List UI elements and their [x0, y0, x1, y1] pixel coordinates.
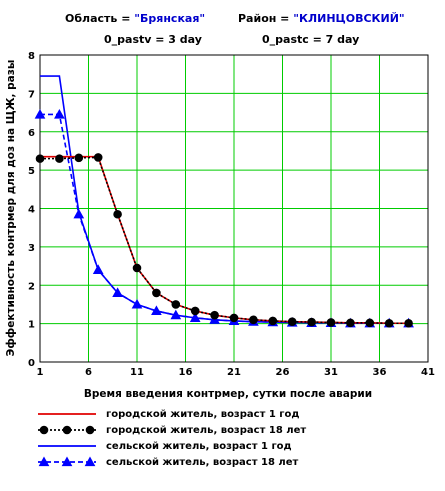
data-point	[170, 309, 182, 320]
data-point	[365, 318, 375, 328]
region-label: Область =	[65, 12, 131, 25]
x-tick-label: 6	[85, 367, 92, 378]
legend-symbol-0	[38, 413, 96, 415]
x-axis-label: Время введения контрмер, сутки после ава…	[84, 388, 372, 400]
data-point	[384, 318, 394, 328]
data-point	[151, 305, 162, 316]
region-header: Область = "Брянская"	[65, 12, 205, 25]
district-header: Район = "КЛИНЦОВСКИЙ"	[238, 12, 405, 25]
data-point	[55, 154, 64, 163]
data-point	[74, 153, 84, 163]
plot-frame	[39, 54, 429, 363]
legend-label-2: сельской житель, возраст 1 год	[106, 440, 292, 452]
data-point	[112, 287, 123, 298]
legend-symbol-1	[38, 425, 96, 435]
series-line-1	[40, 156, 409, 325]
y-tick-label: 5	[28, 166, 35, 177]
y-tick-label: 0	[28, 358, 35, 369]
series-group	[34, 75, 414, 328]
legend-label-1: городской житель, возраст 18 лет	[106, 424, 307, 436]
x-tick-label: 41	[421, 367, 435, 378]
data-point	[92, 264, 104, 274]
legend-marker	[38, 456, 50, 467]
data-point	[93, 153, 103, 162]
district-value: "КЛИНЦОВСКИЙ"	[293, 12, 405, 25]
district-label: Район =	[238, 12, 290, 25]
data-point	[346, 318, 355, 328]
y-tick-label: 7	[28, 89, 35, 100]
legend-label-3: сельской житель, возраст 18 лет	[106, 456, 299, 468]
x-tick-label: 26	[276, 367, 290, 378]
y-tick-label: 4	[28, 205, 35, 216]
y-tick-label: 1	[28, 320, 35, 331]
legend-marker	[84, 456, 96, 467]
legend-item: городской житель, возраст 1 год	[36, 406, 306, 422]
data-point	[131, 298, 143, 309]
data-point	[190, 306, 200, 316]
data-point	[326, 318, 336, 327]
legend-marker	[61, 456, 73, 467]
y-axis-label: Эффективность контрмер для доз на ЩЖ, ра…	[5, 60, 17, 357]
data-point	[35, 154, 45, 163]
legend-item: сельской житель, возраст 18 лет	[36, 454, 306, 470]
region-value: "Брянская"	[134, 12, 206, 25]
data-point	[73, 208, 85, 219]
data-point	[307, 317, 316, 327]
legend-label-0: городской житель, возраст 1 год	[106, 408, 300, 420]
data-point	[287, 317, 297, 327]
data-point	[113, 209, 122, 219]
legend-item: сельской житель, возраст 1 год	[36, 438, 306, 454]
y-tick-label: 3	[28, 243, 35, 254]
data-point	[152, 288, 161, 298]
x-tick-label: 36	[373, 367, 387, 378]
legend-item: городской житель, возраст 18 лет	[36, 422, 306, 438]
data-point	[34, 108, 46, 119]
data-point	[229, 313, 239, 323]
data-point	[189, 312, 201, 322]
data-point	[210, 310, 219, 320]
pastv-label: 0_pastv = 3 day	[104, 33, 202, 46]
legend-marker	[62, 425, 72, 435]
data-point	[268, 316, 278, 326]
y-tick-label: 2	[28, 281, 35, 292]
data-point	[54, 108, 65, 119]
x-tick-label: 31	[324, 367, 338, 378]
legend-symbol-3	[38, 456, 96, 467]
legend-marker	[39, 425, 49, 435]
legend-marker	[85, 425, 95, 435]
data-point	[404, 318, 413, 328]
grid	[40, 55, 428, 362]
x-tick-label: 16	[179, 367, 193, 378]
legend-symbol-2	[38, 445, 96, 447]
pastc-label: 0_pastc = 7 day	[262, 33, 360, 46]
x-tick-label: 21	[227, 367, 241, 378]
data-point	[171, 300, 181, 309]
y-tick-label: 8	[28, 51, 35, 62]
data-point	[132, 263, 142, 273]
x-tick-label: 1	[37, 367, 44, 378]
y-tick-label: 6	[28, 128, 35, 139]
x-tick-label: 11	[130, 367, 144, 378]
legend: городской житель, возраст 1 год городско…	[36, 406, 306, 470]
data-point	[249, 315, 258, 325]
series-1	[35, 153, 413, 328]
